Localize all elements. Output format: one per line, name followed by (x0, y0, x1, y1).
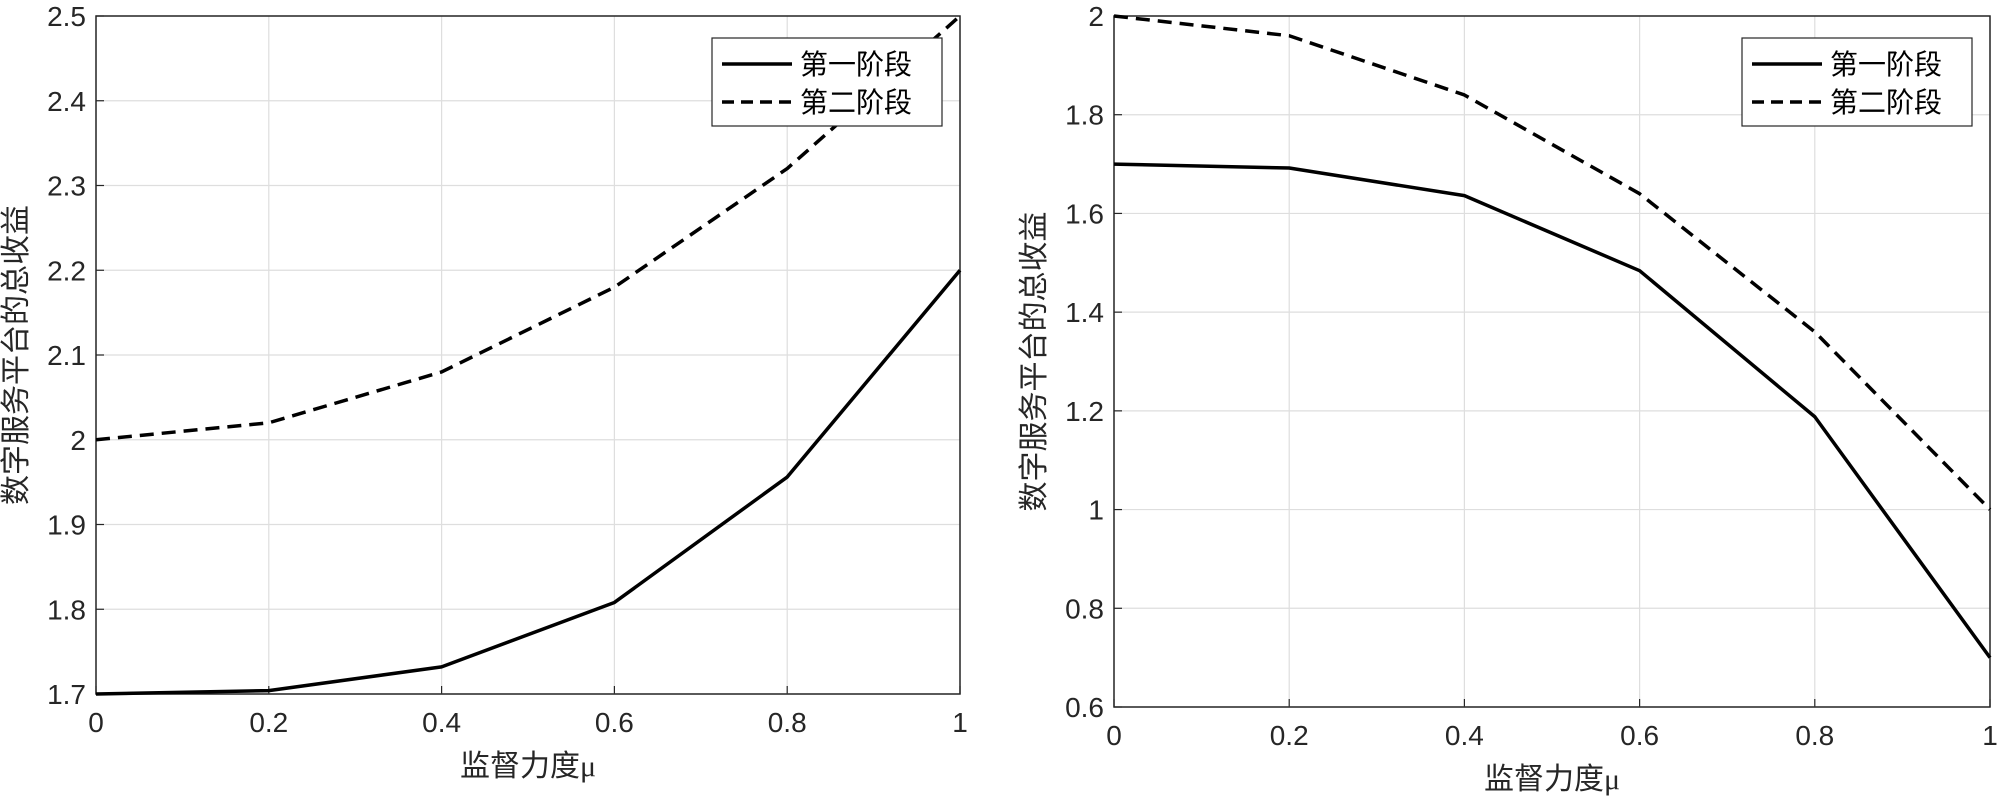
x-tick-label: 0.2 (1270, 720, 1309, 751)
x-tick-label: 0.8 (768, 707, 807, 738)
y-tick-label: 2 (70, 425, 86, 456)
y-axis-label: 数字服务平台的总收益 (1018, 212, 1051, 512)
y-tick-label: 1.4 (1065, 297, 1104, 328)
y-tick-label: 1.7 (47, 679, 86, 710)
axes-frame (1113, 15, 1991, 708)
y-tick-label: 2.3 (47, 171, 86, 202)
y-tick-label: 1.8 (1065, 100, 1104, 131)
y-axis-label: 数字服务平台的总收益 (0, 205, 33, 505)
x-tick-label: 1 (952, 707, 968, 738)
legend-label: 第二阶段 (800, 87, 912, 119)
legend-box (711, 37, 943, 127)
y-tick-label: 1.6 (1065, 198, 1104, 229)
y-tick-label: 2.1 (47, 340, 86, 371)
series-line-stage-2 (95, 14, 962, 442)
x-tick-label: 0.4 (422, 707, 461, 738)
x-tick-label: 1 (1982, 720, 1998, 751)
chart-left: 0 0.2 0.4 0.6 0.8 1 1.7 1.8 1.9 2 2.1 2.2 2.3 2.4 2.5 监… (0, 1, 968, 783)
x-tick-label: 0.2 (249, 707, 288, 738)
y-tick-label: 2.2 (47, 255, 86, 286)
legend-label: 第一阶段 (800, 49, 912, 81)
chart-right: 0 0.2 0.4 0.6 0.8 1 0.6 0.8 1 1.2 1.4 1.6 1.8 2 监督力度μ 数… (1018, 1, 1998, 796)
legend-label: 第一阶段 (1830, 49, 1942, 81)
series-line-stage-1 (1113, 162, 1992, 659)
axes-frame (95, 15, 961, 695)
series-line-stage-1 (95, 269, 962, 696)
x-axis-label: 监督力度μ (1484, 763, 1620, 796)
y-tick-label: 2.4 (47, 86, 86, 117)
y-tick-label: 2.5 (47, 1, 86, 32)
x-tick-label: 0 (1106, 720, 1122, 751)
x-axis-label: 监督力度μ (460, 750, 596, 783)
legend-label: 第二阶段 (1830, 87, 1942, 119)
legend-box (1741, 37, 1973, 127)
y-tick-label: 0.8 (1065, 593, 1104, 624)
x-tick-label: 0.8 (1795, 720, 1834, 751)
y-tick-label: 1 (1088, 495, 1104, 526)
x-tick-label: 0.6 (595, 707, 634, 738)
x-tick-label: 0 (88, 707, 104, 738)
y-tick-label: 1.9 (47, 510, 86, 541)
y-tick-label: 1.8 (47, 594, 86, 625)
series-line-stage-2 (1113, 14, 1992, 511)
y-tick-label: 1.2 (1065, 396, 1104, 427)
y-tick-label: 0.6 (1065, 692, 1104, 723)
y-tick-label: 2 (1088, 1, 1104, 32)
x-tick-label: 0.4 (1445, 720, 1484, 751)
x-tick-label: 0.6 (1620, 720, 1659, 751)
